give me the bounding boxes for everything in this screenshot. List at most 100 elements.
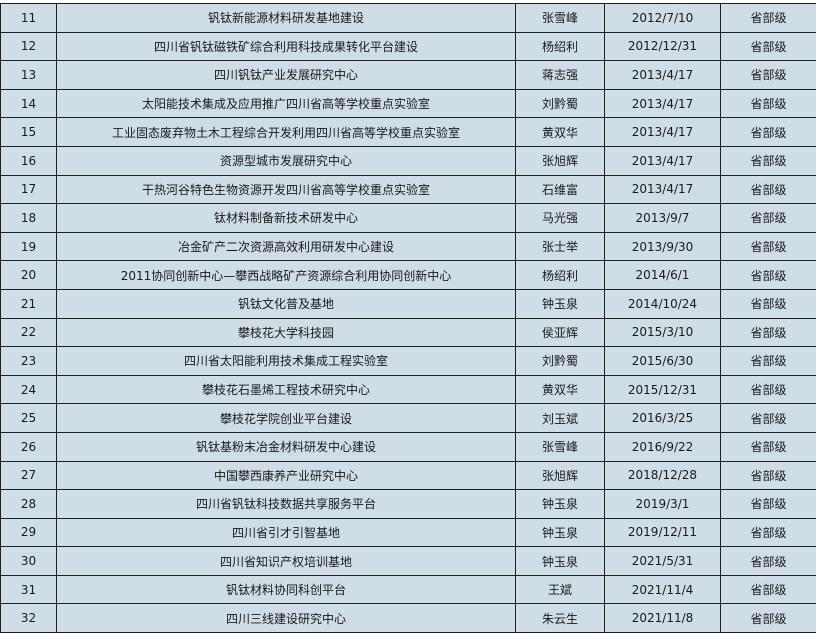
- platform-level-cell: 省部级: [720, 603, 816, 634]
- approval-date-cell: 2013/9/30: [604, 231, 721, 262]
- approval-date-cell: 2019/3/1: [604, 489, 721, 519]
- platform-name-cell: 钒钛新能源材料研发基地建设: [56, 3, 516, 33]
- person-in-charge-cell: 钟玉泉: [515, 288, 605, 319]
- table-row: 12 四川省钒钛磁铁矿综合利用科技成果转化平台建设 杨绍利 2012/12/31 省部级: [0, 31, 816, 62]
- row-number-cell: 31: [0, 574, 57, 605]
- platform-name-cell: 中国攀西康养产业研究中心: [56, 460, 516, 491]
- approval-date-cell: 2021/11/4: [604, 574, 721, 605]
- approval-date-cell: 2015/3/10: [604, 317, 721, 348]
- platform-level-cell: 省部级: [720, 460, 816, 491]
- person-in-charge-cell: 刘黔蜀: [515, 346, 605, 376]
- approval-date-cell: 2013/9/7: [604, 203, 721, 233]
- row-number-cell: 22: [0, 317, 57, 348]
- platform-level-cell: 省部级: [720, 174, 816, 205]
- platform-level-cell: 省部级: [720, 60, 816, 90]
- person-in-charge-cell: 钟玉泉: [515, 517, 605, 548]
- table-row: 17 干热河谷特色生物资源开发四川省高等学校重点实验室 石维富 2013/4/17 省部…: [0, 174, 816, 205]
- platform-level-cell: 省部级: [720, 3, 816, 33]
- approval-date-cell: 2013/4/17: [604, 88, 721, 119]
- platform-name-cell: 四川三线建设研究中心: [56, 603, 516, 634]
- person-in-charge-cell: 张旭辉: [515, 460, 605, 491]
- row-number-cell: 17: [0, 174, 57, 205]
- platform-level-cell: 省部级: [720, 260, 816, 290]
- platform-name-cell: 攀枝花石墨烯工程技术研究中心: [56, 374, 516, 405]
- approval-date-cell: 2021/5/31: [604, 546, 721, 576]
- row-number-cell: 28: [0, 489, 57, 519]
- row-number-cell: 11: [0, 3, 57, 33]
- platform-name-cell: 四川钒钛产业发展研究中心: [56, 60, 516, 90]
- platform-level-cell: 省部级: [720, 574, 816, 605]
- platform-level-cell: 省部级: [720, 431, 816, 462]
- person-in-charge-cell: 钟玉泉: [515, 489, 605, 519]
- approval-date-cell: 2012/12/31: [604, 31, 721, 62]
- table-row: 18 钛材料制备新技术研发中心 马光强 2013/9/7 省部级: [0, 203, 816, 233]
- platform-level-cell: 省部级: [720, 117, 816, 147]
- person-in-charge-cell: 石维富: [515, 174, 605, 205]
- row-number-cell: 32: [0, 603, 57, 634]
- person-in-charge-cell: 张雪峰: [515, 431, 605, 462]
- platform-level-cell: 省部级: [720, 517, 816, 548]
- platform-level-cell: 省部级: [720, 31, 816, 62]
- row-number-cell: 15: [0, 117, 57, 147]
- person-in-charge-cell: 侯亚辉: [515, 317, 605, 348]
- table-row: 25 攀枝花学院创业平台建设 刘玉斌 2016/3/25 省部级: [0, 403, 816, 433]
- approval-date-cell: 2013/4/17: [604, 174, 721, 205]
- platform-name-cell: 资源型城市发展研究中心: [56, 145, 516, 176]
- approval-date-cell: 2012/7/10: [604, 3, 721, 33]
- table-row: 13 四川钒钛产业发展研究中心 蒋志强 2013/4/17 省部级: [0, 60, 816, 90]
- approval-date-cell: 2021/11/8: [604, 603, 721, 634]
- platform-name-cell: 工业固态废弃物土木工程综合开发利用四川省高等学校重点实验室: [56, 117, 516, 147]
- row-number-cell: 21: [0, 288, 57, 319]
- row-number-cell: 20: [0, 260, 57, 290]
- table-row: 20 2011协同创新中心—攀西战略矿产资源综合利用协同创新中心 杨绍利 2014/6…: [0, 260, 816, 290]
- platform-name-cell: 冶金矿产二次资源高效利用研发中心建设: [56, 231, 516, 262]
- table-row: 22 攀枝花大学科技园 侯亚辉 2015/3/10 省部级: [0, 317, 816, 348]
- row-number-cell: 24: [0, 374, 57, 405]
- person-in-charge-cell: 杨绍利: [515, 260, 605, 290]
- approval-date-cell: 2014/10/24: [604, 288, 721, 319]
- approval-date-cell: 2015/6/30: [604, 346, 721, 376]
- table-row: 21 钒钛文化普及基地 钟玉泉 2014/10/24 省部级: [0, 288, 816, 319]
- row-number-cell: 27: [0, 460, 57, 491]
- person-in-charge-cell: 杨绍利: [515, 31, 605, 62]
- platform-name-cell: 攀枝花大学科技园: [56, 317, 516, 348]
- table-row: 24 攀枝花石墨烯工程技术研究中心 黄双华 2015/12/31 省部级: [0, 374, 816, 405]
- approval-date-cell: 2019/12/11: [604, 517, 721, 548]
- platform-name-cell: 2011协同创新中心—攀西战略矿产资源综合利用协同创新中心: [56, 260, 516, 290]
- platform-table: 11 钒钛新能源材料研发基地建设 张雪峰 2012/7/10 省部级 12 四川省钒钛磁铁矿…: [0, 3, 816, 634]
- row-number-cell: 25: [0, 403, 57, 433]
- row-number-cell: 13: [0, 60, 57, 90]
- person-in-charge-cell: 钟玉泉: [515, 546, 605, 576]
- platform-name-cell: 四川省知识产权培训基地: [56, 546, 516, 576]
- table-row: 15 工业固态废弃物土木工程综合开发利用四川省高等学校重点实验室 黄双华 2013/4…: [0, 117, 816, 147]
- approval-date-cell: 2014/6/1: [604, 260, 721, 290]
- row-number-cell: 18: [0, 203, 57, 233]
- platform-level-cell: 省部级: [720, 145, 816, 176]
- row-number-cell: 29: [0, 517, 57, 548]
- table-row: 32 四川三线建设研究中心 朱云生 2021/11/8 省部级: [0, 603, 816, 634]
- table-row: 14 太阳能技术集成及应用推广四川省高等学校重点实验室 刘黔蜀 2013/4/17 省部…: [0, 88, 816, 119]
- person-in-charge-cell: 马光强: [515, 203, 605, 233]
- table-row: 19 冶金矿产二次资源高效利用研发中心建设 张士举 2013/9/30 省部级: [0, 231, 816, 262]
- table-row: 16 资源型城市发展研究中心 张旭辉 2013/4/17 省部级: [0, 145, 816, 176]
- table-row: 11 钒钛新能源材料研发基地建设 张雪峰 2012/7/10 省部级: [0, 3, 816, 33]
- approval-date-cell: 2013/4/17: [604, 60, 721, 90]
- platform-name-cell: 四川省引才引智基地: [56, 517, 516, 548]
- platform-name-cell: 干热河谷特色生物资源开发四川省高等学校重点实验室: [56, 174, 516, 205]
- person-in-charge-cell: 黄双华: [515, 374, 605, 405]
- platform-name-cell: 钒钛材料协同科创平台: [56, 574, 516, 605]
- approval-date-cell: 2013/4/17: [604, 145, 721, 176]
- platform-level-cell: 省部级: [720, 346, 816, 376]
- platform-level-cell: 省部级: [720, 203, 816, 233]
- person-in-charge-cell: 朱云生: [515, 603, 605, 634]
- platform-level-cell: 省部级: [720, 489, 816, 519]
- platform-level-cell: 省部级: [720, 317, 816, 348]
- approval-date-cell: 2016/9/22: [604, 431, 721, 462]
- platform-name-cell: 攀枝花学院创业平台建设: [56, 403, 516, 433]
- platform-name-cell: 钛材料制备新技术研发中心: [56, 203, 516, 233]
- table-row: 23 四川省太阳能利用技术集成工程实验室 刘黔蜀 2015/6/30 省部级: [0, 346, 816, 376]
- approval-date-cell: 2013/4/17: [604, 117, 721, 147]
- approval-date-cell: 2016/3/25: [604, 403, 721, 433]
- table-row: 30 四川省知识产权培训基地 钟玉泉 2021/5/31 省部级: [0, 546, 816, 576]
- platform-name-cell: 四川省钒钛磁铁矿综合利用科技成果转化平台建设: [56, 31, 516, 62]
